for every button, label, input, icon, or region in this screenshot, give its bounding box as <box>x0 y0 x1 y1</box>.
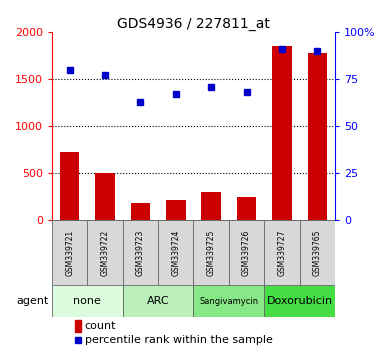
Text: GSM339723: GSM339723 <box>136 229 145 276</box>
Text: count: count <box>85 321 116 331</box>
Bar <box>87 220 123 285</box>
Bar <box>166 200 186 220</box>
Bar <box>193 285 264 318</box>
Bar <box>193 220 229 285</box>
Text: none: none <box>74 296 101 306</box>
Text: GSM339722: GSM339722 <box>100 230 110 276</box>
Bar <box>158 220 193 285</box>
Text: GSM339725: GSM339725 <box>207 229 216 276</box>
Bar <box>52 220 87 285</box>
Bar <box>229 220 264 285</box>
Bar <box>131 203 150 220</box>
Text: agent: agent <box>16 296 49 306</box>
Bar <box>300 220 335 285</box>
Text: Sangivamycin: Sangivamycin <box>199 297 258 306</box>
Bar <box>95 173 115 220</box>
Text: GSM339721: GSM339721 <box>65 230 74 276</box>
Bar <box>60 153 79 220</box>
Text: GSM339727: GSM339727 <box>277 229 286 276</box>
Text: ARC: ARC <box>147 296 169 306</box>
Bar <box>237 197 256 220</box>
Bar <box>123 220 158 285</box>
Bar <box>272 46 291 220</box>
Bar <box>201 192 221 220</box>
Text: percentile rank within the sample: percentile rank within the sample <box>85 336 273 346</box>
Bar <box>264 220 300 285</box>
Text: Doxorubicin: Doxorubicin <box>266 296 333 306</box>
Bar <box>123 285 193 318</box>
Text: GSM339726: GSM339726 <box>242 229 251 276</box>
Text: GSM339724: GSM339724 <box>171 229 180 276</box>
Title: GDS4936 / 227811_at: GDS4936 / 227811_at <box>117 17 270 31</box>
Bar <box>75 320 81 332</box>
Bar <box>308 53 327 220</box>
Bar <box>52 285 123 318</box>
Text: GSM339765: GSM339765 <box>313 229 322 276</box>
Bar <box>264 285 335 318</box>
